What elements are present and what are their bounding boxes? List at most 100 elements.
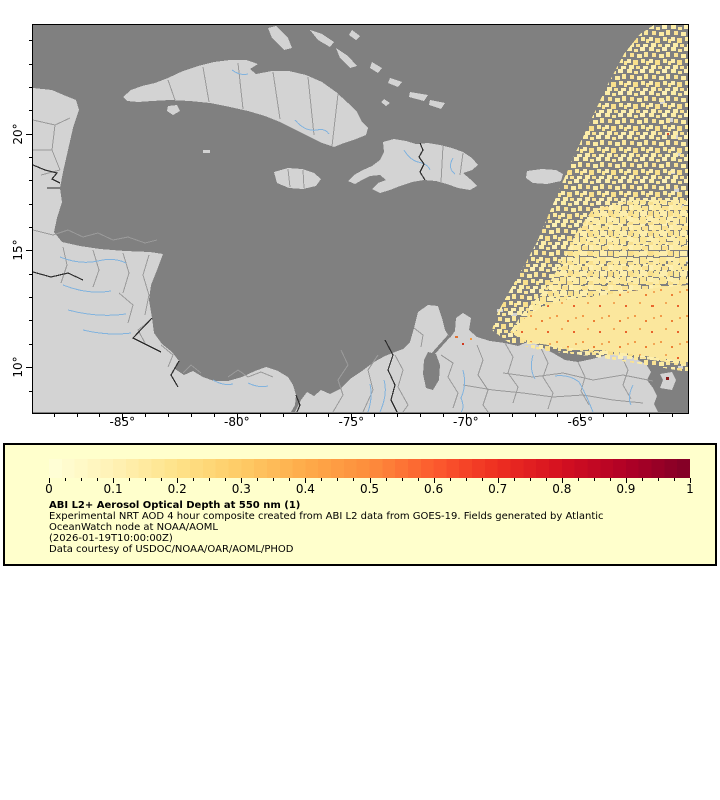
lon-minor-tick	[534, 413, 536, 417]
colorbar-minor-tick	[273, 478, 275, 481]
lat-minor-tick	[29, 227, 33, 229]
lon-minor-tick	[671, 413, 673, 417]
lon-minor-tick	[603, 413, 605, 417]
lat-major-tick	[26, 367, 33, 369]
colorbar-minor-tick	[209, 478, 211, 481]
lat-minor-tick	[29, 86, 33, 88]
colorbar-tick-label: 0	[45, 482, 53, 496]
colorbar-minor-tick	[257, 478, 259, 481]
legend-description-line: Experimental NRT AOD 4 hour composite cr…	[49, 511, 604, 522]
colorbar-minor-tick	[593, 478, 595, 481]
map-canvas	[33, 25, 688, 413]
lon-minor-tick	[99, 413, 101, 417]
lat-tick-label: 15°	[11, 239, 25, 262]
colorbar-minor-tick	[81, 478, 83, 481]
lon-minor-tick	[442, 413, 444, 417]
colorbar-major-tick	[113, 478, 115, 483]
colorbar-minor-tick	[417, 478, 419, 481]
colorbar-minor-tick	[97, 478, 99, 481]
lon-major-tick	[122, 413, 124, 420]
aod-high-value-specks	[455, 133, 669, 380]
lat-major-tick	[26, 250, 33, 252]
colorbar-major-tick	[369, 478, 371, 483]
island-trinidad	[660, 372, 676, 390]
colorbar-minor-tick	[577, 478, 579, 481]
colorbar-major-tick	[305, 478, 307, 483]
colorbar-tick-label: 0.2	[167, 482, 187, 496]
lon-minor-tick	[397, 413, 399, 417]
aod-plume	[455, 25, 688, 380]
land-south-america	[295, 305, 658, 412]
lon-major-tick	[580, 413, 582, 420]
lon-tick-label: -70°	[453, 415, 479, 429]
lon-minor-tick	[168, 413, 170, 417]
lon-minor-tick	[328, 413, 330, 417]
lon-minor-tick	[76, 413, 78, 417]
lon-major-tick	[351, 413, 353, 420]
lat-minor-tick	[29, 40, 33, 42]
colorbar-minor-tick	[401, 478, 403, 481]
colorbar-tick-label: 0.9	[616, 482, 636, 496]
lon-tick-label: -75°	[338, 415, 365, 429]
lon-tick-label: -80°	[224, 415, 250, 429]
lat-minor-tick	[29, 180, 33, 182]
island-cuba	[123, 60, 368, 147]
legend-credit: Data courtesy of USDOC/NOAA/OAR/AOML/PHO…	[49, 544, 294, 555]
island-hispaniola	[348, 139, 478, 193]
colorbar-minor-tick	[529, 478, 531, 481]
lon-minor-tick	[282, 413, 284, 417]
colorbar-major-tick	[497, 478, 499, 483]
colorbar-major-tick	[49, 478, 50, 483]
colorbar-minor-tick	[673, 478, 675, 481]
colorbar-minor-tick	[289, 478, 291, 481]
lon-minor-tick	[374, 413, 376, 417]
legend-textblock: ABI L2+ Aerosol Optical Depth at 550 nm …	[49, 500, 699, 555]
land-central-america	[33, 88, 296, 412]
lat-minor-tick	[29, 110, 33, 112]
colorbar-minor-tick	[129, 478, 131, 481]
colorbar-tick-label: 0.5	[359, 482, 380, 496]
island-isla-juventud	[167, 105, 180, 115]
lon-minor-tick	[259, 413, 261, 417]
colorbar-minor-tick	[449, 478, 451, 481]
colorbar-tick-label: 0.7	[488, 482, 508, 496]
admin-borders	[33, 62, 654, 413]
map-frame	[32, 24, 689, 414]
colorbar-minor-tick	[65, 478, 67, 481]
colorbar-tick-label: 1	[686, 482, 694, 496]
country-borders	[33, 142, 426, 413]
island-puerto-rico	[526, 169, 563, 184]
lon-minor-tick	[53, 413, 55, 417]
colorbar-tick-label: 0.6	[424, 482, 444, 496]
colorbar-minor-tick	[657, 478, 659, 481]
lon-minor-tick	[305, 413, 307, 417]
islands-bahamas	[268, 26, 445, 109]
colorbar-tick-label: 0.3	[231, 482, 251, 496]
colorbar-minor-tick	[193, 478, 195, 481]
island-jamaica	[274, 168, 321, 189]
colorbar-minor-tick	[513, 478, 515, 481]
lat-minor-tick	[29, 63, 33, 65]
lat-major-tick	[26, 133, 33, 135]
aod-colorbar	[49, 459, 690, 478]
lon-minor-tick	[420, 413, 422, 417]
island-cayman	[203, 150, 210, 153]
colorbar-tick-label: 0.4	[295, 482, 315, 496]
lon-minor-tick	[649, 413, 651, 417]
lat-minor-tick	[29, 297, 33, 299]
lon-minor-tick	[213, 413, 215, 417]
lon-tick-label: -65°	[567, 415, 594, 429]
colorbar-major-tick	[690, 478, 691, 483]
lon-tick-label: -85°	[109, 415, 136, 429]
legend-title: ABI L2+ Aerosol Optical Depth at 550 nm …	[49, 500, 301, 511]
lon-minor-tick	[191, 413, 193, 417]
colorbar-minor-tick	[321, 478, 323, 481]
colorbar-minor-tick	[337, 478, 339, 481]
colorbar-major-tick	[433, 478, 435, 483]
lon-major-tick	[236, 413, 238, 420]
legend-timestamp: (2026-01-19T10:00:00Z)	[49, 533, 173, 544]
colorbar-major-tick	[241, 478, 243, 483]
colorbar-minor-tick	[545, 478, 547, 481]
gulf-of-venezuela-channel	[430, 334, 451, 357]
